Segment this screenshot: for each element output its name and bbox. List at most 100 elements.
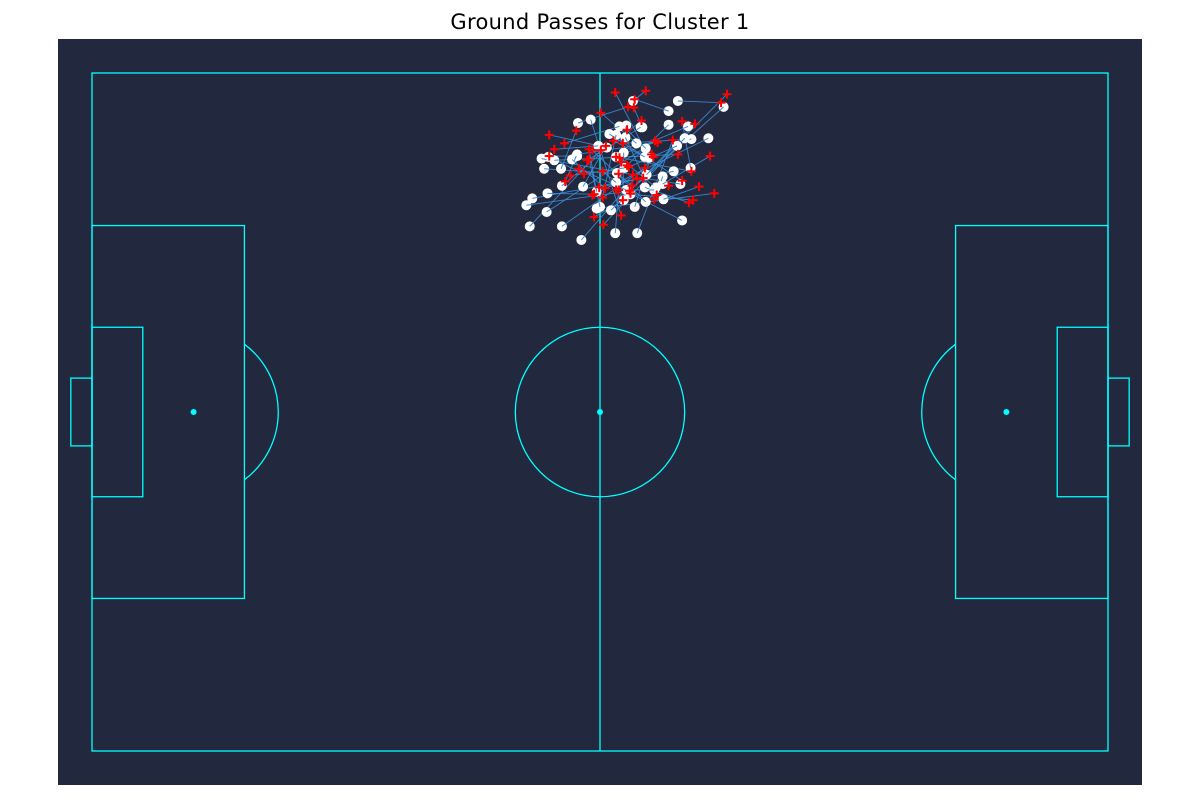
pass-line <box>588 149 598 192</box>
left-goal <box>70 377 93 447</box>
pass-start-tick <box>641 144 647 149</box>
pass-line <box>681 121 692 169</box>
pass-start-tick <box>598 201 601 208</box>
pass-end-marker <box>636 115 646 125</box>
pass-end-marker <box>649 194 659 204</box>
pass-start-marker <box>679 133 690 144</box>
pass-end-marker <box>582 155 592 165</box>
pass-start-marker <box>542 188 553 199</box>
pass-start-tick <box>561 223 567 227</box>
pass-start-marker <box>585 114 596 125</box>
pass-start-tick <box>614 125 620 129</box>
pass-start-marker <box>611 177 622 188</box>
pass-end-marker <box>618 195 628 205</box>
pass-start-marker <box>632 228 643 239</box>
pass-end-marker <box>616 157 626 167</box>
right-penalty-spot <box>1003 409 1010 415</box>
left-penalty-arc <box>244 343 279 481</box>
pass-start-tick <box>632 139 637 144</box>
pass-end-marker <box>571 126 581 136</box>
pass-start-marker <box>629 201 640 212</box>
pass-end-marker <box>622 125 632 135</box>
pass-start-tick <box>580 235 586 241</box>
pass-end-marker <box>598 166 608 176</box>
pass-end-marker <box>705 151 715 161</box>
pass-start-marker <box>640 196 651 207</box>
pass-start-marker <box>604 129 615 140</box>
pass-end-marker <box>618 138 628 148</box>
pass-end-marker <box>632 174 642 184</box>
pass-start-tick <box>571 159 577 164</box>
pass-start-tick <box>573 155 577 161</box>
pass-end-marker <box>684 198 694 208</box>
pass-end-marker <box>690 119 700 129</box>
pass-end-marker <box>601 141 611 151</box>
pass-start-tick <box>611 178 617 183</box>
pass-start-tick <box>646 170 651 176</box>
left-penalty-spot <box>190 409 197 415</box>
pass-end-marker <box>629 103 639 113</box>
pass-start-marker <box>541 206 552 217</box>
centre-circle <box>514 326 686 498</box>
pass-start-marker <box>524 221 535 232</box>
pass-end-marker <box>565 171 575 181</box>
pass-end-marker <box>686 166 696 176</box>
pass-end-marker <box>716 98 726 108</box>
pass-start-tick <box>532 197 538 199</box>
pass-start-marker <box>677 215 688 226</box>
pass-start-tick <box>636 228 640 234</box>
pass-start-marker <box>578 181 589 192</box>
centre-spot <box>597 409 603 415</box>
pass-line <box>663 186 700 200</box>
pass-line <box>634 98 669 112</box>
pass-start-marker <box>614 121 625 132</box>
pass-start-tick <box>677 217 683 221</box>
pass-start-marker <box>556 163 567 174</box>
pass-start-marker <box>657 171 668 182</box>
pass-start-marker <box>668 166 679 177</box>
pass-start-tick <box>683 125 689 129</box>
right-penalty-arc <box>921 343 956 481</box>
pass-start-marker <box>571 151 582 162</box>
pass-start-tick <box>644 186 650 190</box>
pass-end-marker <box>628 170 638 180</box>
pass-start-tick <box>664 124 669 129</box>
right-goal <box>1107 377 1130 447</box>
pass-start-marker <box>672 140 683 151</box>
pass-start-marker <box>663 106 674 117</box>
pass-start-dot <box>635 122 646 133</box>
pass-start-tick <box>546 208 552 213</box>
pass-start-marker <box>658 194 669 205</box>
pass-start-tick <box>529 222 534 227</box>
pass-start-tick <box>640 154 646 158</box>
pass-start-tick <box>590 119 593 125</box>
pass-start-marker <box>572 118 583 129</box>
pass-start-tick <box>675 182 681 185</box>
pass-start-tick <box>672 145 678 149</box>
pass-start-marker <box>549 155 560 166</box>
pass-start-tick <box>614 134 617 140</box>
pass-start-tick <box>668 170 674 173</box>
pass-end-marker <box>579 169 589 179</box>
pass-end-marker <box>630 94 640 104</box>
pass-start-tick <box>703 137 709 141</box>
pass-start-marker <box>635 122 646 133</box>
pass-start-tick <box>526 204 532 206</box>
pass-end-marker <box>624 162 634 172</box>
pass-start-tick <box>641 197 647 203</box>
pass-line <box>630 192 683 221</box>
pass-end-marker <box>596 145 606 155</box>
pass-start-tick <box>663 197 669 200</box>
pass-line <box>546 140 656 213</box>
pass-end-marker <box>609 136 619 146</box>
pass-start-tick <box>609 133 614 138</box>
pass-line <box>596 192 715 210</box>
pass-start-marker <box>527 193 538 204</box>
pass-line <box>582 145 607 187</box>
pass-end-marker <box>668 135 678 145</box>
pass-start-marker <box>536 153 547 164</box>
pass-start-markers <box>521 95 729 245</box>
pass-end-marker <box>598 220 608 230</box>
pass-end-marker <box>549 144 559 154</box>
pass-end-marker <box>650 136 660 146</box>
